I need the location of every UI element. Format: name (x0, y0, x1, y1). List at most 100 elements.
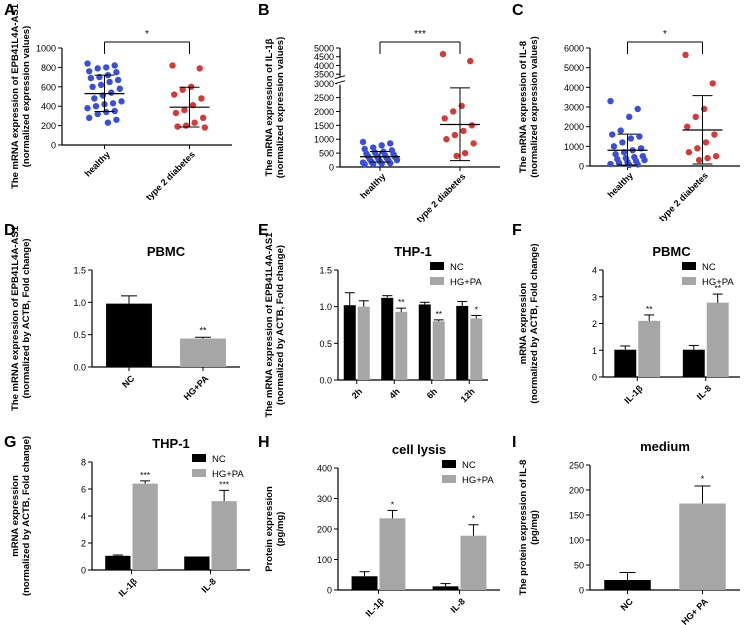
y-axis-label: The mRNA expression of IL-8 (518, 41, 529, 173)
significance-stars: ** (646, 304, 653, 314)
data-point (174, 123, 181, 130)
data-point (453, 152, 460, 160)
data-point (111, 107, 118, 115)
y-axis-label-2: (normalized by ACTB, Fold change) (21, 238, 32, 398)
significance-stars: ** (435, 309, 442, 319)
y-tick-label: 5000 (564, 63, 584, 73)
data-point (196, 65, 203, 72)
legend-label: NC (702, 262, 716, 273)
data-point (609, 131, 616, 138)
y-tick-label: 1000 (314, 135, 334, 145)
x-tick-label: 4h (387, 386, 402, 401)
data-point (704, 154, 711, 162)
panel-label: I (512, 434, 516, 451)
x-tick-label: type 2 diabetes (414, 171, 467, 224)
bar (381, 297, 394, 380)
x-tick-label: IL-1β (364, 596, 387, 619)
significance-stars: * (472, 514, 476, 524)
data-point (634, 105, 641, 113)
data-point (172, 109, 180, 117)
legend-label: NC (462, 460, 476, 471)
data-point (387, 140, 394, 147)
bar (211, 501, 237, 570)
chart-title: medium (640, 439, 690, 454)
bar (418, 304, 431, 380)
legend-label: HG+PA (702, 277, 734, 288)
y-tick-label: 3000 (314, 79, 334, 89)
legend-swatch (192, 469, 206, 477)
data-point (612, 151, 619, 158)
y-tick-label: 0 (327, 586, 332, 596)
y-tick-label: 300 (317, 494, 332, 504)
data-point (468, 122, 476, 129)
data-point (359, 138, 367, 146)
data-point (692, 113, 699, 121)
axis-break-mark (334, 75, 346, 80)
x-tick-label: IL-1β (622, 383, 645, 406)
y-tick-label: 1500 (314, 121, 334, 131)
y-tick-label: 2000 (564, 122, 584, 132)
bar (105, 555, 131, 570)
legend-label: NC (450, 262, 464, 273)
data-point (86, 68, 93, 75)
y-tick-label: 50 (574, 561, 584, 571)
y-axis-label: The mRNA expression of EPB41L4A-AS1 (264, 232, 275, 418)
data-point (113, 116, 120, 123)
y-tick-label: 5000 (314, 44, 334, 54)
data-point (116, 85, 124, 92)
data-point (86, 114, 93, 122)
bar (351, 576, 378, 590)
data-point (171, 91, 178, 98)
data-point (169, 62, 176, 69)
legend-swatch (192, 454, 206, 462)
y-tick-label: 8 (81, 458, 86, 468)
y-tick-label: 4000 (564, 83, 584, 93)
data-point (626, 113, 633, 121)
significance-stars: * (663, 29, 667, 40)
significance-stars: *** (219, 479, 230, 489)
panel-label: C (512, 2, 524, 19)
y-tick-label: 2 (81, 539, 86, 549)
significance-stars: ** (714, 283, 721, 293)
data-point (470, 140, 477, 147)
data-point (634, 161, 641, 168)
data-point (458, 102, 465, 110)
chart-title: THP-1 (394, 244, 432, 259)
y-tick-label: 0.0 (73, 363, 86, 373)
data-point (118, 98, 125, 105)
y-axis-label-2: (normalized expression values) (21, 26, 32, 168)
bar (379, 518, 406, 590)
data-point (108, 89, 115, 96)
y-tick-label: 600 (41, 82, 56, 92)
data-point (441, 115, 448, 122)
y-tick-label: 4 (592, 266, 597, 276)
y-tick-label: 800 (41, 63, 56, 73)
x-tick-label: 12h (459, 386, 477, 404)
y-axis-label-2: (normalized by ACTB, Fold change) (21, 436, 32, 596)
y-axis-label-2: (normalized expression values) (529, 36, 540, 178)
y-tick-label: 2000 (314, 107, 334, 117)
data-point (619, 139, 626, 146)
data-point (701, 105, 708, 113)
x-tick-label: type 2 diabetes (144, 149, 197, 202)
y-tick-label: 100 (317, 555, 332, 565)
y-axis-label-2: (pg/mg) (529, 510, 540, 545)
y-tick-label: 4000 (314, 61, 334, 71)
bar (638, 320, 661, 377)
bar (395, 311, 408, 380)
axis-break-mark (334, 80, 346, 85)
data-point (109, 100, 117, 107)
y-tick-label: 0 (51, 141, 56, 151)
y-tick-label: 4500 (314, 52, 334, 62)
significance-stars: *** (140, 470, 151, 480)
y-tick-label: 500 (319, 149, 334, 159)
data-point (97, 81, 105, 89)
data-point (104, 119, 112, 126)
y-tick-label: 0.0 (319, 376, 332, 386)
y-tick-label: 2500 (314, 93, 334, 103)
bar (679, 503, 726, 590)
x-tick-label: 2h (350, 386, 365, 401)
panel-label: H (258, 434, 270, 451)
data-point (113, 69, 120, 76)
data-point (387, 159, 394, 167)
